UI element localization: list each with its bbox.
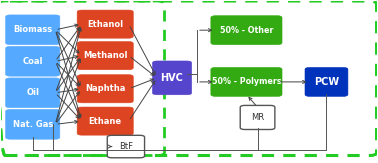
Text: 50% - Polymers: 50% - Polymers <box>212 77 281 86</box>
Text: Naphtha: Naphtha <box>85 84 125 93</box>
Text: PCW: PCW <box>314 77 339 87</box>
Text: BtF: BtF <box>119 142 133 151</box>
FancyBboxPatch shape <box>211 67 282 96</box>
Text: 50% - Other: 50% - Other <box>220 26 273 35</box>
FancyBboxPatch shape <box>6 110 60 139</box>
Text: Ethanol: Ethanol <box>87 20 123 29</box>
FancyBboxPatch shape <box>77 107 133 135</box>
Text: Biomass: Biomass <box>13 25 52 34</box>
FancyBboxPatch shape <box>152 61 192 95</box>
FancyBboxPatch shape <box>6 46 60 76</box>
Text: HVC: HVC <box>161 73 183 83</box>
FancyBboxPatch shape <box>77 42 133 70</box>
FancyBboxPatch shape <box>211 16 282 45</box>
FancyBboxPatch shape <box>107 135 144 158</box>
Text: Methanol: Methanol <box>83 51 127 60</box>
Text: Nat. Gas: Nat. Gas <box>12 120 53 129</box>
FancyBboxPatch shape <box>305 67 348 96</box>
FancyBboxPatch shape <box>77 10 133 38</box>
FancyBboxPatch shape <box>77 75 133 103</box>
Text: Ethane: Ethane <box>89 117 122 126</box>
Text: Coal: Coal <box>22 57 43 66</box>
FancyBboxPatch shape <box>6 15 60 45</box>
Text: Oil: Oil <box>26 88 39 97</box>
Text: MR: MR <box>251 113 264 122</box>
FancyBboxPatch shape <box>240 105 275 129</box>
FancyBboxPatch shape <box>6 78 60 108</box>
